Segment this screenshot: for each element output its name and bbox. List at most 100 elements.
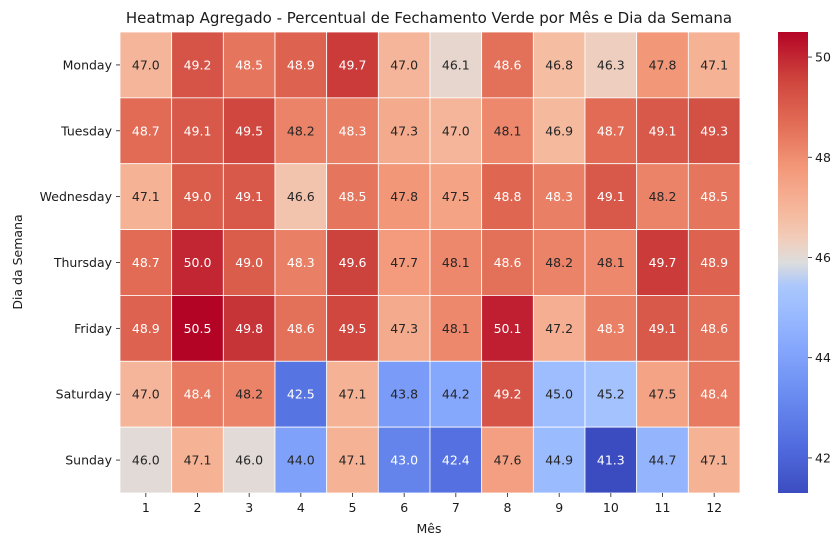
- x-tick-label: 3: [245, 500, 253, 515]
- cell-value-label: 49.1: [649, 123, 677, 138]
- heatmap-cell: [119, 229, 173, 296]
- heatmap-cell: [274, 163, 328, 230]
- cell-value-label: 48.1: [442, 255, 470, 270]
- heatmap-cell: [481, 31, 534, 99]
- cell-value-label: 49.1: [235, 189, 263, 204]
- cell-value-label: 43.0: [390, 453, 418, 468]
- heatmap-cell: [222, 31, 276, 99]
- heatmap-cell: [429, 163, 483, 230]
- heatmap-cell: [377, 31, 431, 99]
- cell-value-label: 50.5: [184, 321, 212, 336]
- cell-value-label: 49.7: [339, 57, 367, 72]
- heatmap-cell: [429, 426, 483, 494]
- heatmap-cell: [171, 229, 224, 296]
- cell-value-label: 48.5: [700, 189, 728, 204]
- heatmap-cell: [326, 31, 379, 99]
- cell-value-label: 49.1: [184, 123, 212, 138]
- colorbar: [778, 32, 808, 493]
- cell-value-label: 48.2: [649, 189, 677, 204]
- cell-value-label: 48.7: [132, 255, 160, 270]
- cell-value-label: 48.9: [287, 57, 315, 72]
- heatmap-cell: [377, 97, 431, 165]
- chart-title: Heatmap Agregado - Percentual de Fechame…: [126, 9, 732, 27]
- cell-value-label: 49.3: [700, 123, 728, 138]
- heatmap-cell: [481, 97, 534, 165]
- cell-value-label: 48.7: [132, 123, 160, 138]
- heatmap-cell: [636, 97, 689, 165]
- cell-value-label: 47.7: [390, 255, 418, 270]
- cell-value-label: 44.7: [649, 453, 677, 468]
- cell-value-label: 49.6: [339, 255, 367, 270]
- heatmap-cell: [429, 360, 483, 428]
- heatmap-cell: [429, 229, 483, 296]
- cell-value-label: 49.8: [235, 321, 263, 336]
- cell-value-label: 50.1: [494, 321, 522, 336]
- cell-value-label: 48.4: [700, 387, 728, 402]
- heatmap-cell: [119, 295, 173, 362]
- heatmap-cell: [532, 97, 586, 165]
- cell-value-label: 47.1: [339, 453, 367, 468]
- heatmap-cell: [687, 360, 741, 428]
- cell-value-label: 48.1: [597, 255, 625, 270]
- cell-value-label: 47.0: [442, 123, 470, 138]
- cell-value-label: 43.8: [390, 387, 418, 402]
- x-axis-label: Mês: [417, 521, 442, 536]
- y-tick-label: Sunday: [65, 453, 112, 468]
- cell-value-label: 47.0: [132, 387, 160, 402]
- heatmap-cell: [326, 163, 379, 230]
- cell-value-label: 49.7: [649, 255, 677, 270]
- x-axis-ticks: 1 2 3 4 5 6 7 8 9 10 11 12: [142, 493, 722, 515]
- cell-value-label: 48.2: [235, 387, 263, 402]
- y-axis-ticks: Monday Tuesday Wednesday Thursday Friday Satu…: [40, 57, 120, 468]
- heatmap-cell: [584, 360, 638, 428]
- heatmap-cell: [171, 31, 224, 99]
- x-tick-label: 9: [555, 500, 563, 515]
- cell-value-label: 46.1: [442, 57, 470, 72]
- cell-value-label: 44.0: [287, 453, 315, 468]
- heatmap-cell: [222, 229, 276, 296]
- x-tick-label: 7: [452, 500, 460, 515]
- cell-value-label: 47.1: [700, 57, 728, 72]
- cell-value-label: 47.1: [132, 189, 160, 204]
- cell-value-label: 49.0: [235, 255, 263, 270]
- cell-value-label: 47.0: [132, 57, 160, 72]
- heatmap-cell: [687, 97, 741, 165]
- heatmap-cell: [377, 426, 431, 494]
- cell-value-label: 49.2: [494, 387, 522, 402]
- cell-value-label: 49.2: [184, 57, 212, 72]
- x-tick-label: 8: [504, 500, 512, 515]
- colorbar-tick-label: 44: [815, 350, 831, 365]
- heatmap-cell: [636, 163, 689, 230]
- cell-value-label: 50.0: [184, 255, 212, 270]
- x-tick-label: 11: [655, 500, 671, 515]
- cell-value-label: 48.5: [339, 189, 367, 204]
- heatmap-cells: 47.0 49.2 48.5 48.9 49.7 47.0 46.1 48.6 46.8 46.3…: [119, 31, 741, 494]
- heatmap-cell: [636, 229, 689, 296]
- heatmap-cell: [222, 295, 276, 362]
- cell-value-label: 46.9: [545, 123, 573, 138]
- heatmap-cell: [687, 229, 741, 296]
- cell-value-label: 47.3: [390, 321, 418, 336]
- cell-value-label: 48.4: [184, 387, 212, 402]
- heatmap-cell: [274, 426, 328, 494]
- heatmap-cell: [687, 426, 741, 494]
- x-tick-label: 4: [297, 500, 305, 515]
- cell-value-label: 47.1: [339, 387, 367, 402]
- cell-value-label: 48.9: [132, 321, 160, 336]
- heatmap-cell: [326, 97, 379, 165]
- x-tick-label: 1: [142, 500, 150, 515]
- x-tick-label: 6: [400, 500, 408, 515]
- cell-value-label: 48.6: [700, 321, 728, 336]
- colorbar-ticks: 42 44 46 48 50: [808, 50, 831, 465]
- x-tick-label: 2: [194, 500, 202, 515]
- heatmap-cell: [222, 426, 276, 494]
- y-tick-label: Monday: [63, 57, 113, 72]
- cell-value-label: 46.3: [597, 57, 625, 72]
- cell-value-label: 48.7: [597, 123, 625, 138]
- heatmap-cell: [171, 426, 224, 494]
- colorbar-tick-label: 50: [815, 50, 831, 65]
- cell-value-label: 47.8: [649, 57, 677, 72]
- heatmap-cell: [481, 295, 534, 362]
- heatmap-cell: [636, 295, 689, 362]
